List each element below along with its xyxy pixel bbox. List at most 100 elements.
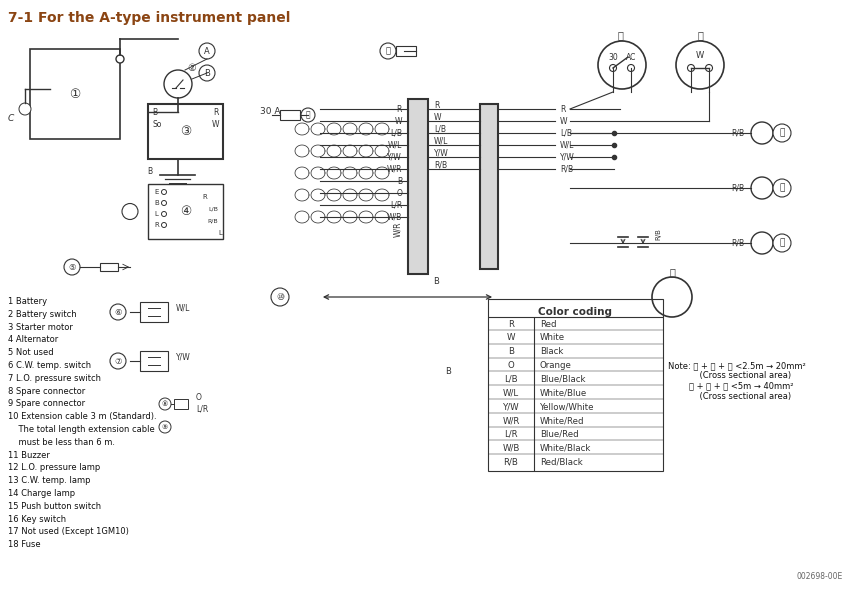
Text: 11 Buzzer: 11 Buzzer — [8, 451, 50, 459]
Text: B: B — [152, 108, 157, 117]
Bar — [140, 302, 168, 322]
Text: ⑥: ⑥ — [114, 307, 122, 316]
Text: B: B — [204, 68, 210, 78]
Text: ⑰: ⑰ — [386, 47, 391, 55]
Text: Color coding: Color coding — [539, 307, 613, 317]
Text: L: L — [218, 230, 222, 236]
Circle shape — [773, 179, 791, 197]
Text: White/Black: White/Black — [540, 444, 591, 453]
Text: L/B: L/B — [390, 128, 402, 137]
Text: Blue/Red: Blue/Red — [540, 430, 579, 439]
Circle shape — [301, 108, 315, 122]
Text: W/R: W/R — [502, 416, 520, 425]
Text: W/L: W/L — [560, 141, 574, 150]
Text: ⑫: ⑫ — [780, 239, 785, 247]
Text: ④: ④ — [180, 205, 191, 218]
Circle shape — [116, 55, 124, 63]
Text: Red: Red — [540, 319, 557, 329]
Text: ③: ③ — [180, 125, 191, 138]
Text: B: B — [154, 200, 159, 206]
Text: W/B: W/B — [386, 213, 402, 221]
Text: 10 Extension cable 3 m (Standard).: 10 Extension cable 3 m (Standard). — [8, 412, 157, 421]
Circle shape — [688, 65, 694, 71]
Bar — [396, 46, 416, 56]
Text: W: W — [212, 120, 219, 128]
Text: ⑪: ⑪ — [669, 267, 675, 277]
Bar — [408, 99, 428, 274]
Text: R/B: R/B — [731, 239, 744, 247]
Circle shape — [271, 288, 289, 306]
Text: 16 Key switch: 16 Key switch — [8, 515, 66, 524]
Text: R: R — [203, 194, 208, 200]
Text: Blue/Black: Blue/Black — [540, 375, 585, 383]
Text: 2 Battery switch: 2 Battery switch — [8, 310, 77, 319]
Text: 002698-00E: 002698-00E — [797, 572, 843, 581]
Text: L/B: L/B — [434, 124, 446, 134]
Text: Y/W: Y/W — [560, 153, 574, 161]
Circle shape — [380, 43, 396, 59]
Circle shape — [705, 65, 712, 71]
Bar — [30, 49, 120, 139]
Text: B: B — [147, 167, 152, 176]
Text: Y/W: Y/W — [387, 153, 402, 161]
Text: 9 Spare connector: 9 Spare connector — [8, 399, 85, 408]
Text: A: A — [204, 47, 210, 55]
Circle shape — [598, 41, 646, 89]
Text: ②: ② — [187, 63, 197, 73]
Text: W: W — [506, 333, 515, 342]
Circle shape — [162, 223, 167, 227]
Bar — [174, 399, 188, 409]
Text: ⑮: ⑮ — [697, 30, 703, 40]
Text: 4 Alternator: 4 Alternator — [8, 335, 58, 345]
Text: must be less than 6 m.: must be less than 6 m. — [8, 438, 115, 447]
Bar — [488, 299, 663, 471]
Text: R/B: R/B — [731, 184, 744, 193]
Text: W/L: W/L — [387, 141, 402, 150]
Circle shape — [159, 398, 171, 410]
Text: Yellow/White: Yellow/White — [540, 402, 595, 411]
Circle shape — [751, 232, 773, 254]
Text: B: B — [397, 177, 402, 186]
Text: O: O — [508, 361, 514, 370]
Text: ⑭: ⑭ — [780, 128, 785, 137]
Bar — [148, 104, 223, 159]
Text: Y/W: Y/W — [176, 352, 191, 362]
Bar — [280, 110, 300, 120]
Circle shape — [199, 65, 215, 81]
Bar — [100, 263, 118, 271]
Text: L/R: L/R — [504, 430, 517, 439]
Text: Y/W: Y/W — [434, 148, 448, 157]
Text: 1 Battery: 1 Battery — [8, 297, 47, 306]
Text: White/Red: White/Red — [540, 416, 585, 425]
Text: Black: Black — [540, 347, 563, 356]
Text: 3 Starter motor: 3 Starter motor — [8, 323, 73, 332]
Circle shape — [751, 122, 773, 144]
Text: White: White — [540, 333, 565, 342]
Text: L/R: L/R — [390, 200, 402, 210]
Circle shape — [199, 43, 215, 59]
Text: O: O — [196, 392, 202, 402]
Text: R/B: R/B — [731, 128, 744, 137]
Circle shape — [162, 211, 167, 217]
Text: L/B: L/B — [504, 375, 517, 383]
Text: ⑦: ⑦ — [114, 356, 122, 366]
Text: R: R — [154, 222, 159, 228]
Text: C: C — [8, 114, 14, 123]
Bar — [140, 351, 168, 371]
Text: ⑬: ⑬ — [780, 184, 785, 193]
Text: Y/W: Y/W — [503, 402, 519, 411]
Text: L: L — [154, 211, 158, 217]
Bar — [480, 104, 498, 269]
Text: R/B: R/B — [504, 458, 518, 466]
Text: White/Blue: White/Blue — [540, 389, 587, 398]
Text: ⑧: ⑧ — [162, 401, 168, 407]
Text: R/B: R/B — [208, 219, 219, 223]
Circle shape — [627, 65, 635, 71]
Text: ①: ① — [70, 88, 81, 101]
Circle shape — [751, 177, 773, 199]
Text: W/L: W/L — [434, 137, 448, 145]
Text: ⑨: ⑨ — [162, 424, 168, 430]
Circle shape — [164, 70, 192, 98]
Text: W: W — [395, 117, 402, 125]
Text: R: R — [214, 108, 219, 117]
